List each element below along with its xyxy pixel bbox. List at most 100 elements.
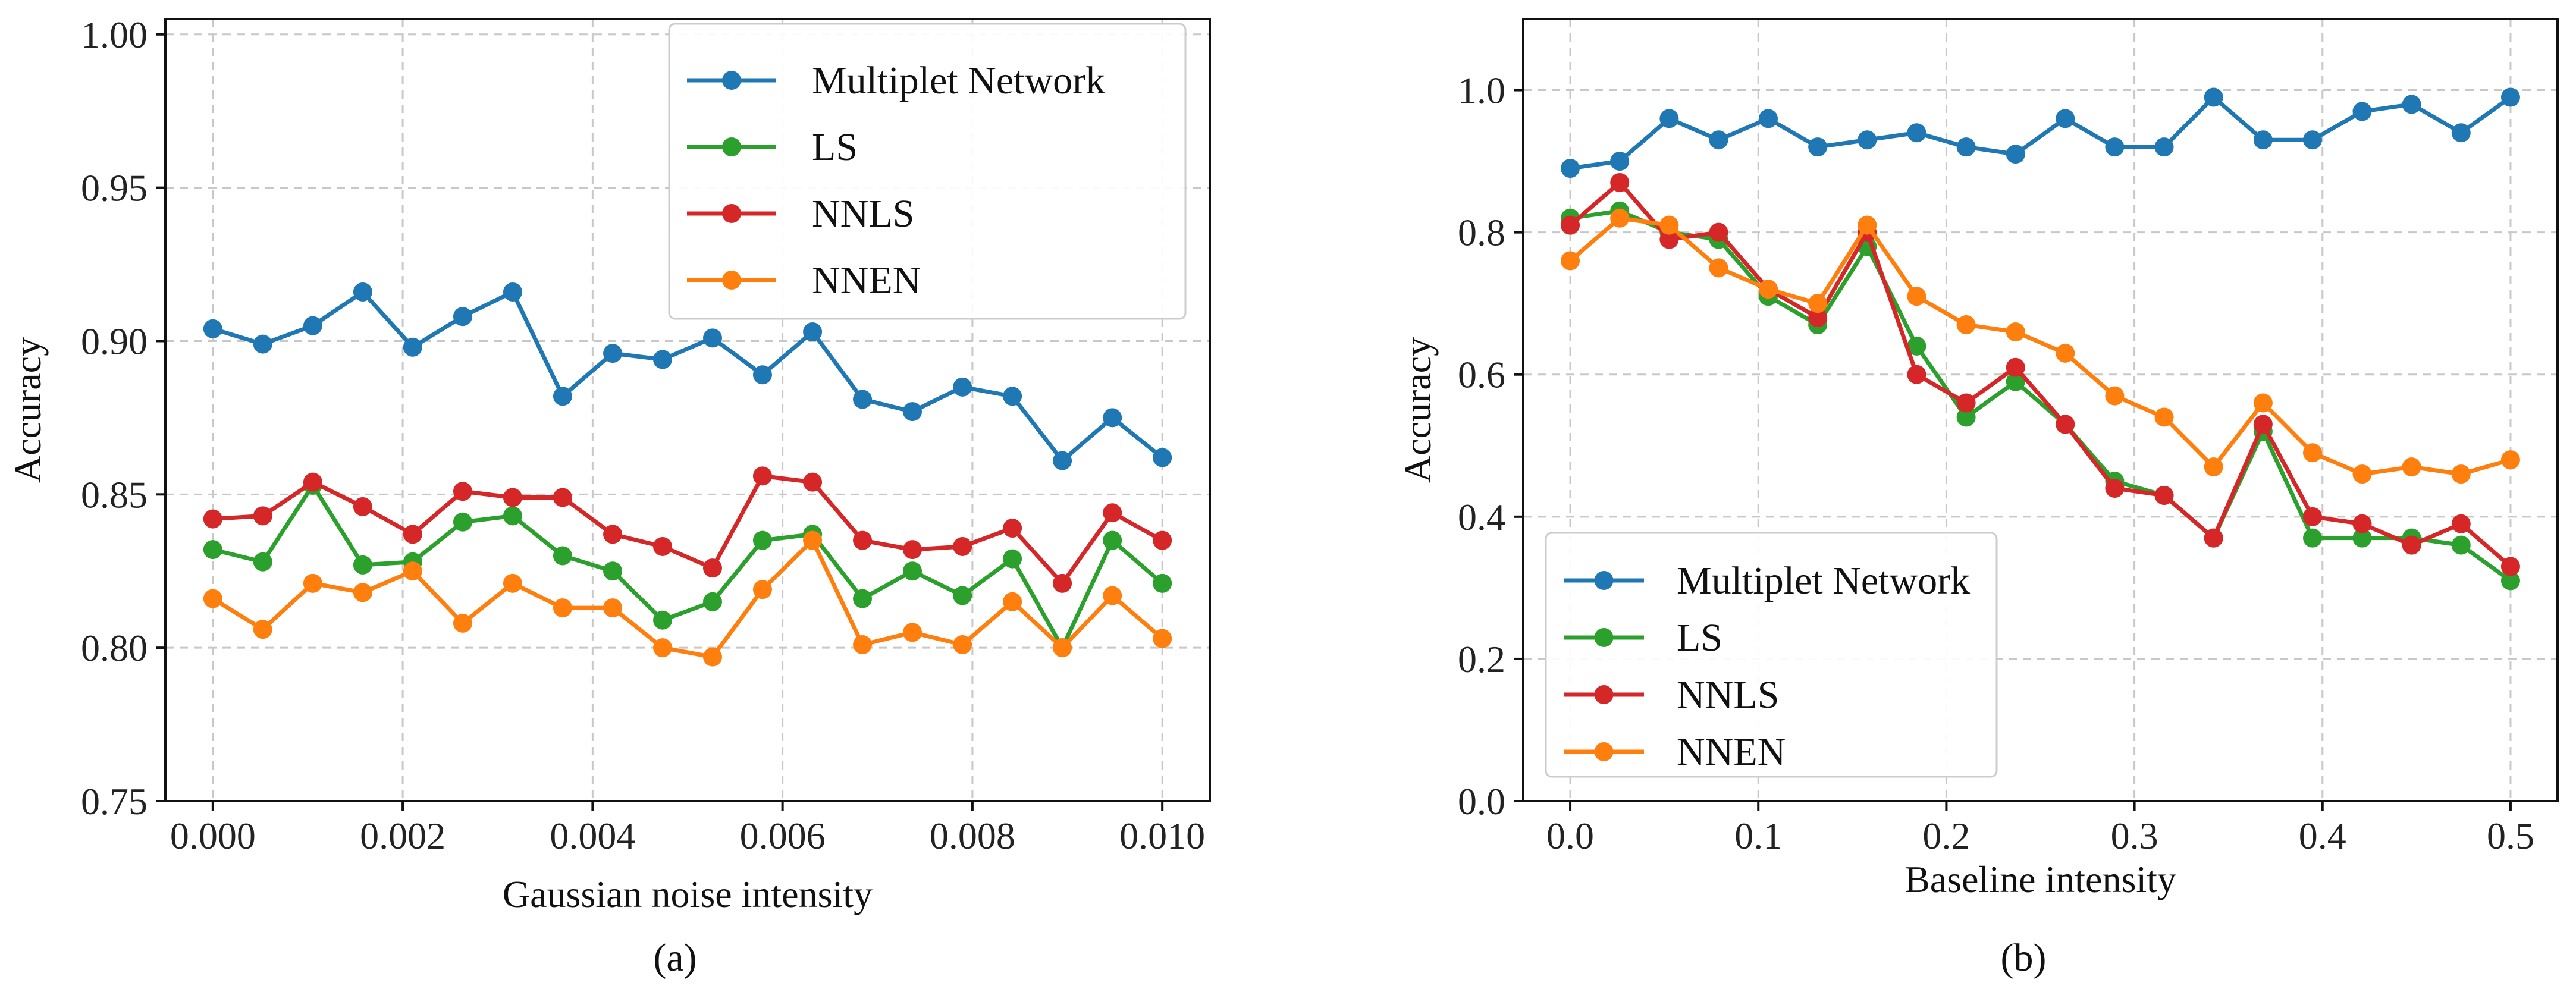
data-point-nnls (403, 525, 422, 544)
x-tick-label: 0.000 (170, 815, 256, 857)
legend-marker-ls (722, 137, 741, 156)
data-point-multiplet (1103, 408, 1122, 428)
data-point-multiplet (702, 328, 722, 348)
data-point-nnen (1956, 315, 1976, 335)
data-point-multiplet (253, 334, 272, 354)
data-point-nnls (1561, 215, 1580, 235)
data-point-multiplet (1610, 152, 1630, 171)
legend-marker-nnls (722, 204, 741, 223)
data-point-nnen (1659, 215, 1679, 235)
data-point-nnls (2500, 557, 2520, 576)
data-point-nnls (603, 525, 623, 544)
data-point-nnen (2006, 322, 2025, 341)
data-point-nnen (1858, 215, 1877, 235)
x-tick-label: 0.1 (1734, 815, 1782, 857)
data-point-multiplet (2500, 87, 2520, 107)
data-point-ls (553, 546, 572, 566)
data-point-nnls (2352, 514, 2372, 533)
data-point-nnen (1709, 258, 1728, 278)
data-point-multiplet (1053, 451, 1072, 470)
data-point-ls (1153, 573, 1172, 593)
x-tick-label: 0.4 (2299, 815, 2346, 857)
data-point-multiplet (2253, 130, 2273, 150)
data-point-nnen (853, 635, 873, 654)
data-point-multiplet (2006, 145, 2025, 164)
data-point-multiplet (1709, 130, 1728, 150)
x-axis-title: Baseline intensity (1904, 858, 2176, 900)
data-point-nnen (1610, 208, 1630, 228)
data-point-nnls (453, 482, 472, 501)
panel-caption: (a) (653, 936, 696, 980)
data-point-multiplet (1561, 159, 1580, 178)
data-point-ls (2303, 528, 2323, 548)
data-point-nnen (1053, 638, 1072, 658)
data-point-multiplet (603, 344, 623, 363)
data-point-nnen (453, 613, 472, 633)
legend-marker-nnen (722, 271, 741, 290)
legend-label: LS (1677, 616, 1722, 660)
data-point-multiplet (353, 282, 372, 302)
series-multiplet (203, 282, 1172, 470)
y-axis-title: Accuracy (7, 337, 49, 483)
legend-label: LS (812, 125, 858, 169)
data-point-multiplet (1003, 387, 1022, 406)
y-tick-label: 0.85 (81, 473, 148, 516)
data-point-nnls (2006, 357, 2025, 377)
data-point-multiplet (553, 387, 572, 406)
data-point-multiplet (303, 316, 322, 335)
y-tick-label: 1.0 (1458, 70, 1505, 112)
data-point-nnls (2303, 507, 2323, 526)
data-point-ls (752, 530, 772, 550)
legend: Multiplet Network LS NNLS NNEN (668, 23, 1187, 320)
data-point-nnen (2303, 443, 2323, 463)
data-point-ls (1907, 336, 1926, 356)
data-point-multiplet (1153, 448, 1172, 467)
data-point-nnls (853, 530, 873, 550)
legend-label: Multiplet Network (1677, 559, 1970, 602)
data-point-ls (353, 555, 372, 575)
data-point-ls (903, 561, 923, 581)
data-point-nnls (1153, 530, 1172, 550)
legend-label: NNLS (812, 192, 914, 236)
data-point-nnen (203, 589, 222, 608)
data-point-nnls (503, 488, 522, 507)
data-point-nnen (403, 561, 422, 581)
data-point-nnen (1758, 280, 1778, 299)
data-point-multiplet (1659, 109, 1679, 128)
data-point-ls (2451, 535, 2471, 555)
data-point-ls (653, 610, 673, 630)
legend-label: NNEN (1677, 730, 1786, 774)
series-nnls (203, 466, 1172, 593)
data-point-nnen (1103, 586, 1122, 605)
legend-marker-nnen (1594, 742, 1614, 761)
legend-marker-ls (1594, 628, 1614, 647)
series-nnen (203, 530, 1172, 667)
data-point-ls (702, 592, 722, 611)
data-point-nnen (353, 583, 372, 602)
data-point-multiplet (853, 390, 873, 409)
data-point-nnls (653, 536, 673, 556)
legend-box (1545, 532, 1998, 778)
data-point-nnls (1610, 172, 1630, 192)
data-point-nnen (953, 635, 972, 654)
y-tick-label: 1.00 (81, 14, 148, 56)
x-axis-title: Gaussian noise intensity (503, 873, 873, 915)
data-point-nnls (1103, 503, 1122, 523)
legend-label: NNEN (812, 259, 921, 302)
data-point-nnen (303, 573, 322, 593)
y-tick-label: 0.75 (81, 780, 148, 823)
data-point-ls (2500, 571, 2520, 591)
data-point-multiplet (1956, 137, 1976, 157)
data-point-ls (453, 512, 472, 532)
y-tick-label: 0.80 (81, 627, 148, 669)
data-point-nnls (1709, 222, 1728, 242)
legend-marker-multiplet (722, 71, 741, 90)
data-point-nnen (903, 623, 923, 642)
x-tick-label: 0.004 (550, 815, 635, 857)
data-point-multiplet (1808, 137, 1828, 157)
data-point-multiplet (2056, 109, 2075, 128)
data-point-nnls (353, 497, 372, 516)
data-point-nnls (1956, 393, 1976, 413)
data-point-nnls (2253, 415, 2273, 434)
data-point-nnen (702, 647, 722, 667)
